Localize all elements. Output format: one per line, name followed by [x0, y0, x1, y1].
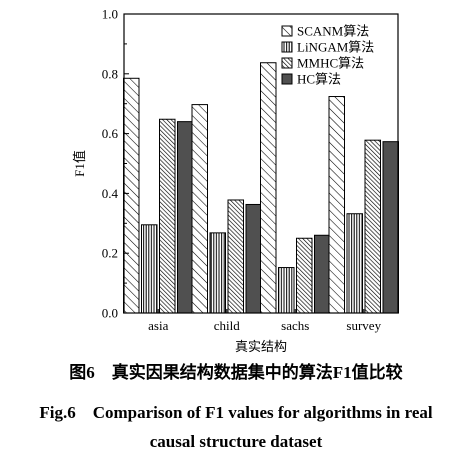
y-tick-label: 1.0	[102, 7, 118, 22]
y-tick-label: 0.0	[102, 306, 118, 321]
figure-caption-chinese: 图6 真实因果结构数据集中的算法F1值比较	[69, 363, 403, 382]
legend-swatch	[281, 57, 293, 69]
legend-entry: LiNGAM算法	[297, 40, 374, 55]
x-tick-label: asia	[148, 318, 168, 333]
x-tick-label: sachs	[281, 318, 309, 333]
y-tick-label: 0.2	[102, 246, 118, 261]
bar-survey-0	[328, 96, 345, 314]
bar-child-1	[209, 232, 226, 314]
figure-caption-english-line1: Fig.6 Comparison of F1 values for algori…	[39, 403, 433, 422]
legend-swatch	[281, 25, 293, 37]
bar-asia-3	[177, 121, 194, 314]
bar-child-0	[191, 104, 208, 314]
x-axis-label: 真实结构	[235, 339, 287, 354]
x-tick-label: survey	[346, 318, 381, 333]
bar-survey-2	[364, 139, 381, 314]
bar-chart: asia child sachs survey 0.0 0.2 0.4 0.6 0.8 1.0 F1…	[72, 7, 399, 354]
y-tick-label: 0.4	[102, 186, 119, 201]
y-tick-label: 0.8	[102, 66, 118, 81]
y-tick-label: 0.6	[102, 126, 119, 141]
bar-sachs-3	[314, 234, 331, 314]
figure-caption-english-line2: causal structure dataset	[149, 432, 323, 451]
legend-swatch	[281, 73, 293, 85]
bar-child-3	[245, 203, 262, 314]
legend-entry: HC算法	[297, 72, 341, 87]
bar-sachs-2	[296, 237, 313, 314]
legend-entry: MMHC算法	[297, 56, 364, 71]
legend-entry: SCANM算法	[297, 24, 369, 39]
x-tick-label: child	[214, 318, 240, 333]
y-axis-label: F1值	[72, 150, 87, 177]
bar-sachs-0	[260, 62, 277, 314]
bar-asia-1	[141, 224, 158, 314]
bar-sachs-1	[278, 267, 295, 314]
legend-swatch	[281, 41, 293, 53]
bar-child-2	[227, 199, 244, 314]
bar-asia-2	[159, 118, 176, 314]
bar-survey-3	[382, 141, 399, 314]
bar-asia-0	[123, 77, 140, 314]
bar-survey-1	[346, 213, 363, 314]
